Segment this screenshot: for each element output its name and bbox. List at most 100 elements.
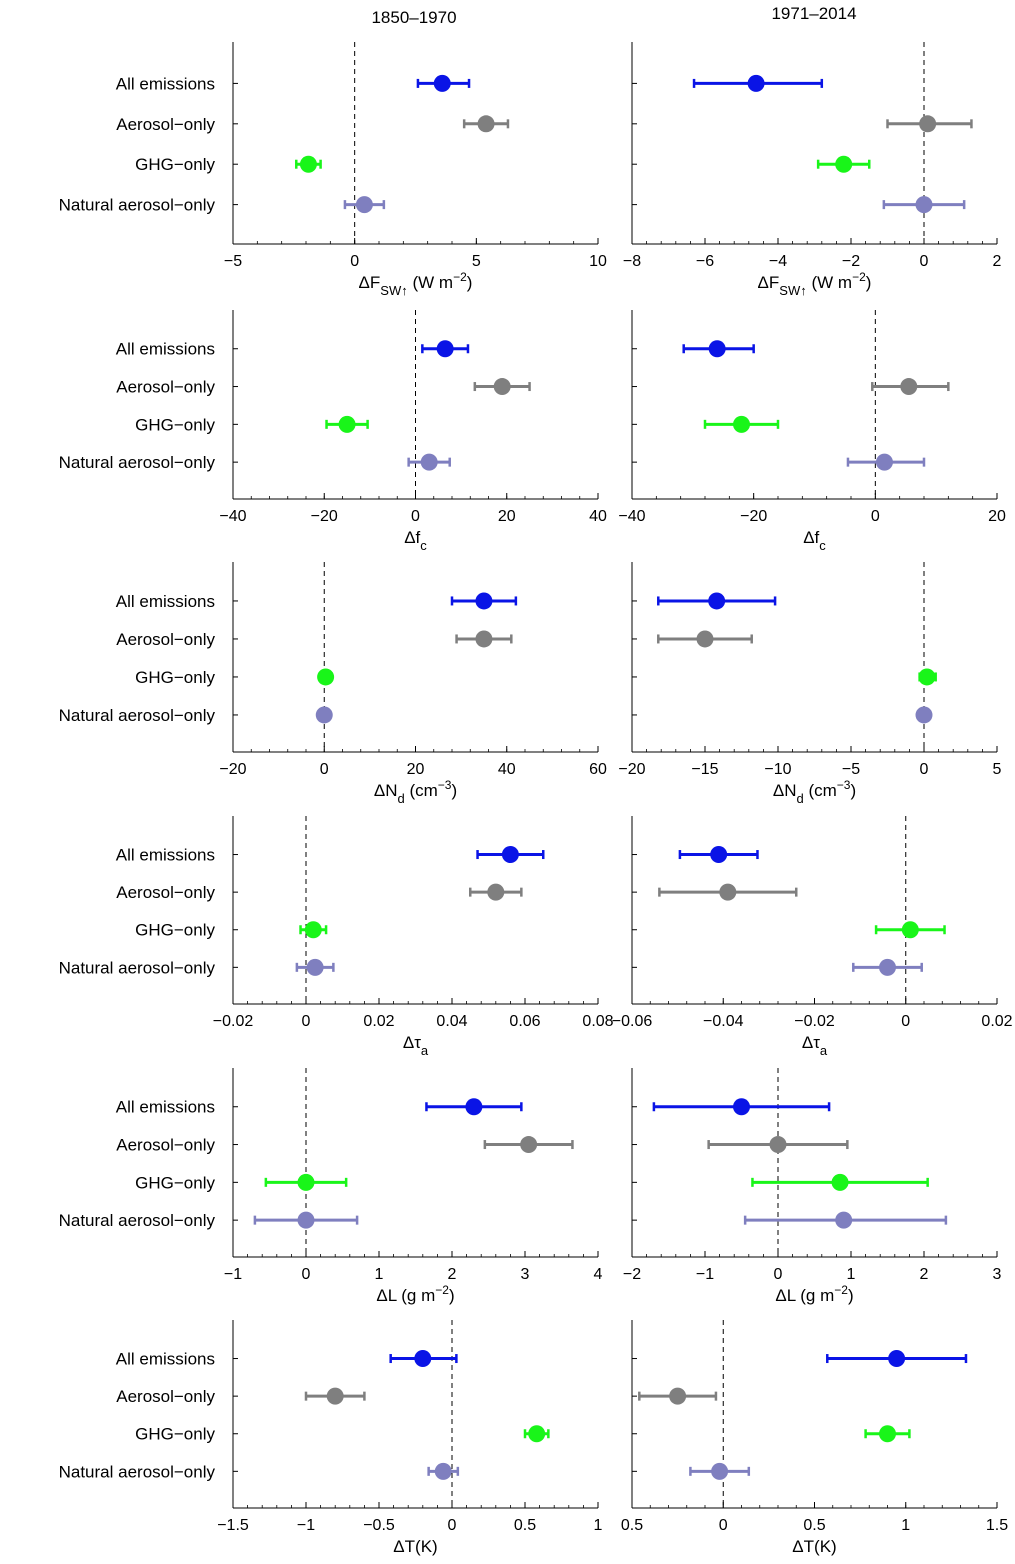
column-title-1850-1970: 1850–1970 <box>371 8 457 27</box>
point-all-emissions <box>708 340 726 358</box>
x-tick-label: −2 <box>842 253 860 270</box>
x-label-main: Δτ <box>802 1033 820 1052</box>
point-natural-aerosol-only <box>315 706 333 724</box>
x-label-close: ) <box>451 781 457 800</box>
point-aerosol-only <box>487 883 505 901</box>
x-tick-label: 0.06 <box>509 1013 540 1030</box>
category-label-aerosol-only: Aerosol−only <box>116 378 215 397</box>
point-natural-aerosol-only <box>711 1462 729 1480</box>
point-all-emissions <box>475 592 493 610</box>
x-tick-label: −1 <box>297 1517 315 1534</box>
x-label-main: ΔF <box>758 273 780 292</box>
x-axis-label: Δfc <box>404 528 427 553</box>
column-title-1971-2014: 1971–2014 <box>771 4 857 23</box>
x-label-subscript: c <box>420 538 427 553</box>
category-label-aerosol-only: Aerosol−only <box>116 115 215 134</box>
x-tick-label: 0.02 <box>981 1013 1012 1030</box>
category-label-aerosol-only: Aerosol−only <box>116 1387 215 1406</box>
x-tick-label: 0 <box>302 1013 311 1030</box>
x-tick-label: 2 <box>448 1266 457 1283</box>
category-label-natural-aerosol-only: Natural aerosol−only <box>59 1211 216 1230</box>
x-tick-label: 0.02 <box>363 1013 394 1030</box>
x-tick-label: 20 <box>498 508 516 525</box>
x-tick-label: 0 <box>871 508 880 525</box>
x-tick-label: −5 <box>224 253 242 270</box>
panel-4-0: −1 0 1 2 3 4 All emissions Aerosol−only GHG−only… <box>59 1068 603 1305</box>
x-tick-label: −20 <box>618 761 645 778</box>
point-natural-aerosol-only <box>355 196 373 214</box>
x-tick-label: 60 <box>589 761 607 778</box>
panel-5-0: −1.5 −1 −0.5 0 0.5 1 All emissions Aerosol−only… <box>59 1320 603 1556</box>
point-natural-aerosol-only <box>835 1211 853 1229</box>
x-label-main: Δτ <box>403 1033 421 1052</box>
x-label-main: ΔN <box>773 781 797 800</box>
point-all-emissions <box>710 846 728 864</box>
point-aerosol-only <box>326 1387 344 1405</box>
point-natural-aerosol-only <box>306 958 324 976</box>
category-label-aerosol-only: Aerosol−only <box>116 630 215 649</box>
x-tick-label: 0 <box>350 253 359 270</box>
point-ghg-only <box>338 415 356 433</box>
x-tick-label: −40 <box>618 508 645 525</box>
x-label-main: ΔT(K) <box>393 1537 437 1556</box>
x-tick-label: −1.5 <box>217 1517 249 1534</box>
x-label-subscript: c <box>819 538 826 553</box>
x-label-superscript: −3 <box>837 778 851 792</box>
x-label-subscript: d <box>797 791 804 806</box>
category-label-all-emissions: All emissions <box>116 1350 215 1369</box>
x-label-main: ΔN <box>374 781 398 800</box>
x-tick-label: −4 <box>769 253 787 270</box>
panel-3-0: −0.02 0 0.02 0.04 0.06 0.08 All emissions Aeros… <box>59 816 614 1058</box>
point-natural-aerosol-only <box>915 196 933 214</box>
point-natural-aerosol-only <box>875 453 893 471</box>
point-ghg-only <box>317 668 335 686</box>
category-label-all-emissions: All emissions <box>116 340 215 359</box>
category-label-natural-aerosol-only: Natural aerosol−only <box>59 958 216 977</box>
category-label-all-emissions: All emissions <box>116 592 215 611</box>
x-label-subscript: SW↑ <box>779 283 806 298</box>
category-label-natural-aerosol-only: Natural aerosol−only <box>59 1462 216 1481</box>
x-tick-label: 20 <box>988 508 1006 525</box>
point-natural-aerosol-only <box>879 958 896 976</box>
point-ghg-only <box>831 1173 849 1191</box>
panel-5-1: 0.5 0 0.5 1 1.5 ΔT(K) <box>621 1320 1008 1556</box>
x-tick-label: −6 <box>696 253 714 270</box>
x-axis-label: ΔFSW↑ (W m−2) <box>758 270 872 298</box>
x-tick-label: 0.04 <box>436 1013 467 1030</box>
x-label-main: ΔT(K) <box>792 1537 836 1556</box>
point-aerosol-only <box>493 378 511 396</box>
x-tick-label: −0.02 <box>213 1013 254 1030</box>
x-label-subscript: d <box>398 791 405 806</box>
x-tick-label: −2 <box>623 1266 641 1283</box>
x-tick-label: 3 <box>993 1266 1002 1283</box>
x-tick-label: 2 <box>920 1266 929 1283</box>
x-label-close: ) <box>866 273 872 292</box>
x-tick-label: 0.08 <box>582 1013 613 1030</box>
point-all-emissions <box>414 1350 432 1368</box>
point-natural-aerosol-only <box>420 453 438 471</box>
category-label-ghg-only: GHG−only <box>135 415 215 434</box>
x-axis-label: Δτa <box>403 1033 429 1058</box>
point-natural-aerosol-only <box>915 706 933 724</box>
x-tick-label: −5 <box>842 761 860 778</box>
panel-2-0: −20 0 20 40 60 All emissions Aerosol−only GHG−o… <box>59 562 607 806</box>
x-axis-label: ΔT(K) <box>393 1537 437 1556</box>
category-label-all-emissions: All emissions <box>116 74 215 93</box>
x-label-subscript: a <box>820 1043 828 1058</box>
x-label-main: ΔL (g m <box>376 1286 435 1305</box>
x-label-main: ΔF <box>359 273 381 292</box>
category-label-aerosol-only: Aerosol−only <box>116 1136 215 1155</box>
point-all-emissions <box>708 592 726 610</box>
x-label-superscript: −2 <box>435 1283 449 1297</box>
x-axis-label: ΔNd (cm−3) <box>374 778 457 806</box>
point-natural-aerosol-only <box>434 1462 452 1480</box>
point-ghg-only <box>901 921 919 939</box>
point-all-emissions <box>747 74 765 92</box>
point-aerosol-only <box>769 1136 787 1154</box>
category-label-ghg-only: GHG−only <box>135 668 215 687</box>
x-tick-label: 1 <box>901 1517 910 1534</box>
x-axis-label: Δfc <box>803 528 826 553</box>
x-tick-label: −10 <box>764 761 791 778</box>
